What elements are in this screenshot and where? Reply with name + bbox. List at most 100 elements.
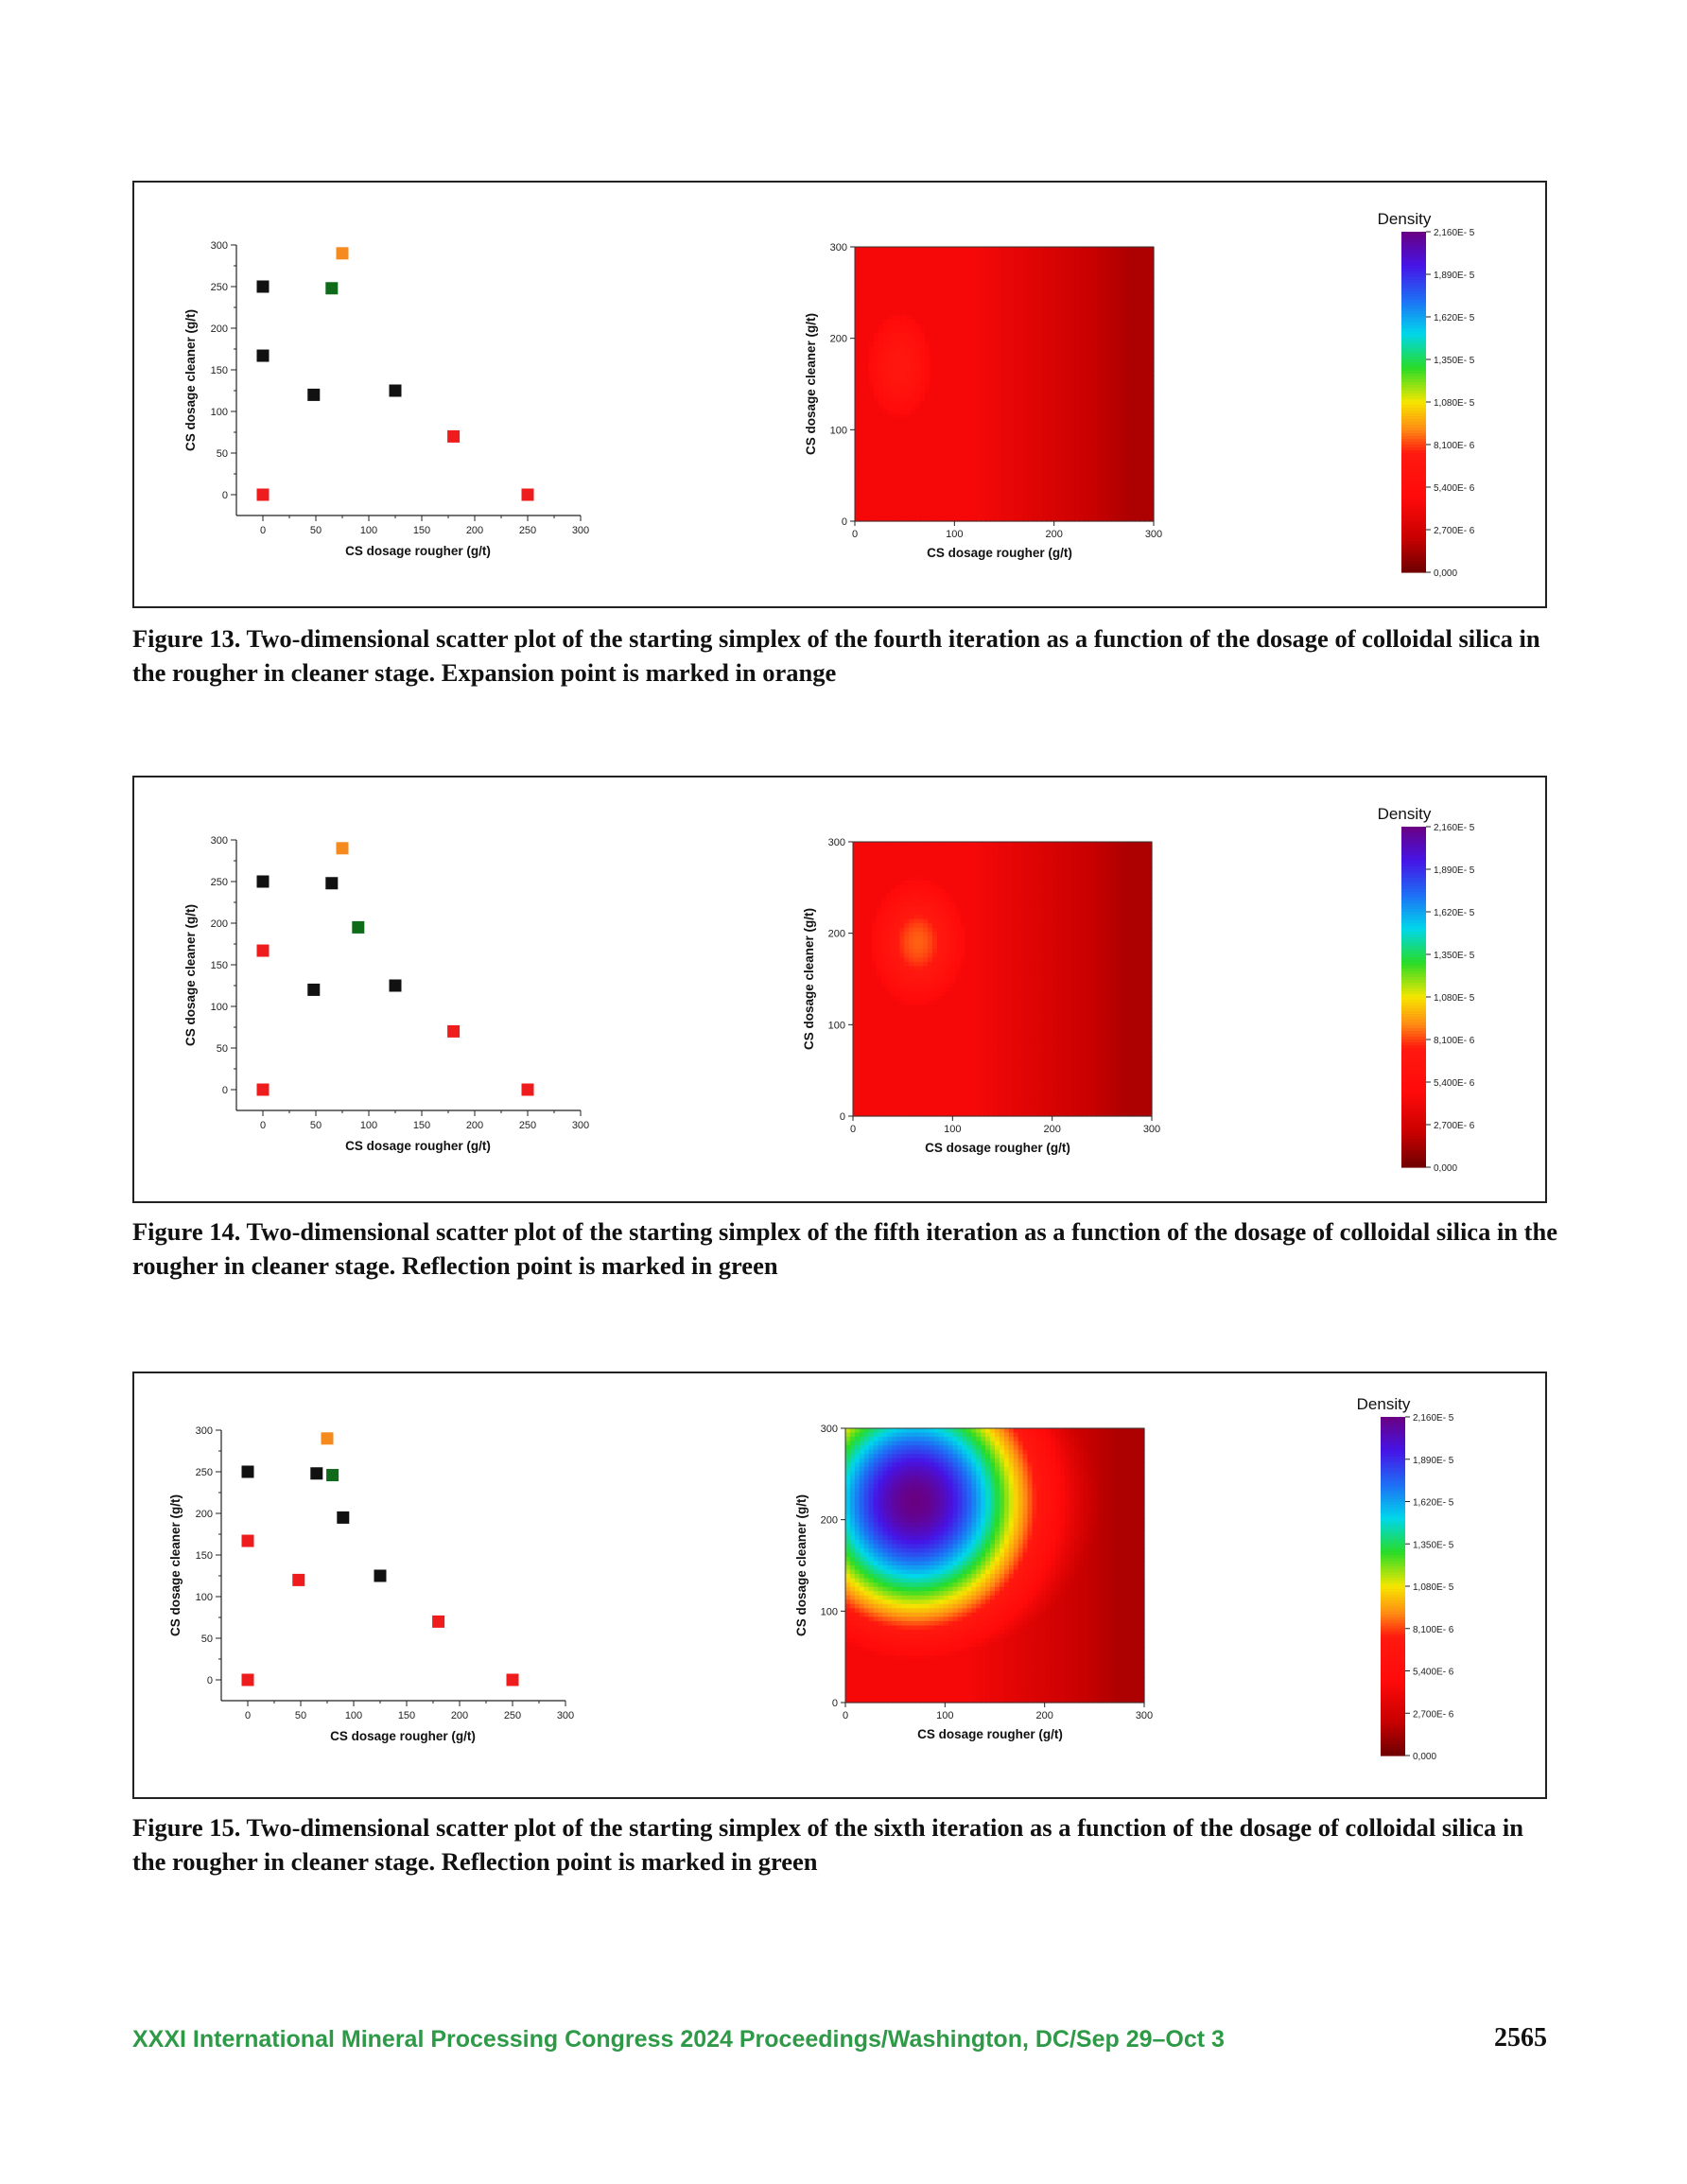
heatmap-cell <box>890 970 896 976</box>
heatmap-cell <box>871 850 878 856</box>
heatmap-cell <box>1083 447 1089 454</box>
heatmap-cell <box>1060 447 1066 454</box>
hm-x-axis-title: CS dosage rougher (g/t) <box>927 546 1072 560</box>
heatmap-cell <box>892 272 898 278</box>
heatmap-cell <box>1144 298 1150 304</box>
colorbar-segment <box>1401 260 1426 264</box>
heatmap-cell <box>1144 293 1150 299</box>
heatmap-cell <box>957 264 964 270</box>
heatmap-cell <box>952 447 959 454</box>
heatmap-cell <box>866 1107 873 1113</box>
data-point-red <box>256 1083 270 1096</box>
heatmap-cell <box>1083 328 1089 334</box>
heatmap-cell <box>920 388 926 393</box>
heatmap-cell <box>962 320 968 325</box>
heatmap-cell <box>855 285 861 290</box>
heatmap-cell <box>1008 499 1015 505</box>
heatmap-cell <box>1022 452 1029 458</box>
heatmap-cell <box>938 375 945 381</box>
heatmap-cell <box>878 401 884 407</box>
heatmap-cell <box>871 952 878 958</box>
heatmap-cell <box>1041 393 1048 398</box>
heatmap-cell <box>880 910 887 916</box>
heatmap-cell <box>966 461 973 466</box>
heatmap-cell <box>895 918 900 924</box>
heatmap-cell <box>1125 310 1131 317</box>
heatmap-cell <box>920 418 926 424</box>
heatmap-cell <box>985 499 991 505</box>
heatmap-cell <box>1004 384 1010 390</box>
heatmap-cell <box>1004 349 1010 355</box>
heatmap-cell <box>871 1022 878 1027</box>
heatmap-cell <box>1000 251 1005 256</box>
heatmap-cell <box>859 251 865 256</box>
heatmap-cell <box>938 418 945 424</box>
heatmap-cell <box>1008 375 1015 381</box>
heatmap-cell <box>863 435 870 441</box>
colorbar-segment <box>1401 297 1426 301</box>
heatmap-cell <box>1017 332 1024 338</box>
heatmap-cell <box>1144 410 1150 415</box>
heatmap-cell <box>887 293 894 299</box>
heatmap-cell <box>915 393 921 398</box>
heatmap-cell <box>1065 516 1070 522</box>
heatmap-cell <box>1055 482 1061 488</box>
y-tick-label: 250 <box>211 282 228 293</box>
heatmap-cell <box>1074 388 1080 393</box>
heatmap-cell <box>1013 503 1019 510</box>
heatmap-cell <box>966 268 973 273</box>
heatmap-cell <box>957 439 964 446</box>
heatmap-cell <box>1106 447 1113 454</box>
heatmap-cell <box>911 362 916 368</box>
heatmap-cell <box>1008 465 1015 471</box>
heatmap-cell <box>1116 393 1122 398</box>
heatmap-cell <box>859 447 865 454</box>
heatmap-cell <box>1130 413 1136 419</box>
heatmap-cell <box>966 413 973 419</box>
heatmap-cell <box>892 499 898 505</box>
heatmap-cell <box>1130 354 1136 359</box>
heatmap-cell <box>885 897 892 903</box>
heatmap-cell <box>971 289 977 295</box>
heatmap-cell <box>1065 354 1070 359</box>
heatmap-cell <box>1004 427 1010 432</box>
heatmap-cell <box>1111 396 1118 402</box>
hm-x-tick-label: 100 <box>946 529 963 540</box>
heatmap-cell <box>1055 362 1061 368</box>
heatmap-cell <box>1013 435 1019 441</box>
heatmap-cell <box>1116 349 1122 355</box>
heatmap-cell <box>1070 393 1075 398</box>
heatmap-cell <box>1004 469 1010 475</box>
heatmap-cell <box>920 251 926 256</box>
heatmap-cell <box>876 854 882 860</box>
heatmap-cell <box>890 842 896 847</box>
heatmap-cell <box>990 430 996 436</box>
heatmap-cell <box>1022 430 1029 436</box>
heatmap-cell <box>995 259 1000 265</box>
heatmap-cell <box>857 1056 863 1061</box>
heatmap-cell <box>933 447 940 454</box>
heatmap-cell <box>863 332 870 338</box>
heatmap-cell <box>890 1069 896 1075</box>
heatmap-cell <box>1092 495 1099 500</box>
colorbar-segment <box>1401 402 1426 406</box>
heatmap-cell <box>873 362 879 368</box>
heatmap-cell <box>1013 320 1019 325</box>
heatmap-cell <box>911 474 916 480</box>
heatmap-cell <box>859 401 865 407</box>
heatmap-cell <box>1144 341 1150 346</box>
heatmap-cell <box>1097 516 1104 522</box>
heatmap-cell <box>878 247 884 253</box>
heatmap-cell <box>890 944 896 950</box>
colorbar-segment <box>1401 246 1426 250</box>
heatmap-cell <box>866 1103 873 1109</box>
heatmap-cell <box>1041 366 1048 373</box>
heatmap-cell <box>943 323 949 329</box>
heatmap-cell <box>920 345 926 351</box>
heatmap-cell <box>885 944 892 950</box>
heatmap-cell <box>1121 427 1126 432</box>
heatmap-cell <box>857 880 863 885</box>
heatmap-cell <box>859 337 865 342</box>
heatmap-cell <box>1083 495 1089 500</box>
heatmap-cell <box>896 465 902 471</box>
